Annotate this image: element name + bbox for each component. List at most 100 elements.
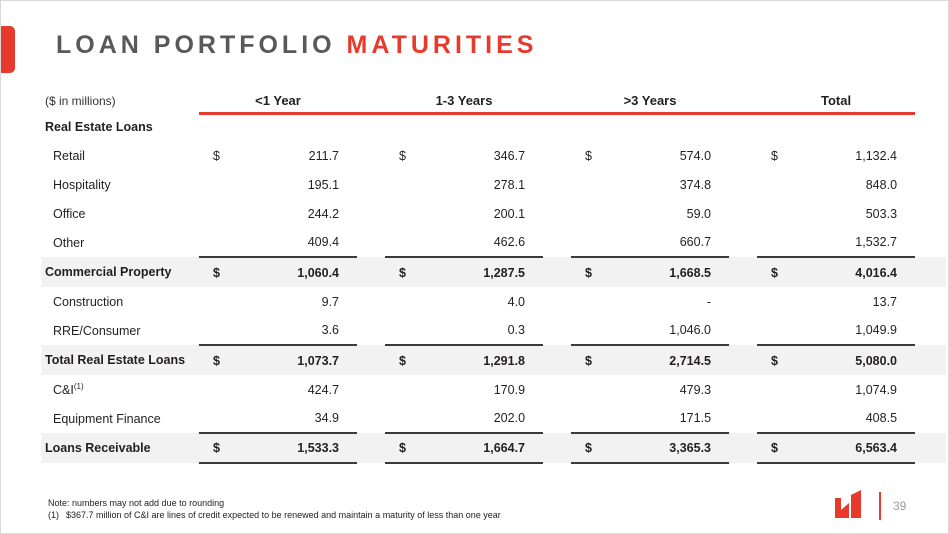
- spacer: [357, 404, 385, 433]
- table-row: Loans Receivable $1,533.3 $1,664.7 $3,365.3…: [41, 432, 947, 464]
- dollar-sign: [199, 375, 229, 404]
- maturities-table-wrap: ($ in millions) <1 Year 1-3 Years >3 Yea…: [41, 89, 947, 464]
- dollar-sign: [571, 316, 601, 345]
- spacer: [915, 141, 946, 170]
- dollar-sign: $: [199, 256, 229, 287]
- cell-value: 462.6: [493, 235, 526, 249]
- cell-value: 34.9: [314, 411, 340, 425]
- page-title: LOAN PORTFOLIO MATURITIES: [56, 31, 537, 60]
- spacer: [915, 433, 947, 463]
- cell-value: 574.0: [679, 148, 712, 163]
- cell-value: 6,563.4: [787, 432, 916, 464]
- spacer: [915, 170, 946, 199]
- spacer: [729, 316, 757, 345]
- company-logo-icon: [835, 490, 861, 518]
- table-row: Hospitality 195.1 278.1 374.8 848.0: [41, 170, 946, 199]
- unit-label: ($ in millions): [45, 94, 116, 108]
- row-label: Hospitality: [53, 177, 111, 192]
- cell-value: 479.3: [679, 382, 712, 397]
- table-header-row: ($ in millions) <1 Year 1-3 Years >3 Yea…: [41, 89, 946, 115]
- cell-value: 1,132.4: [855, 148, 898, 163]
- spacer: [543, 170, 571, 199]
- cell-value: 346.7: [493, 148, 526, 163]
- spacer: [357, 257, 386, 287]
- spacer: [729, 89, 758, 115]
- dollar-sign: [199, 199, 229, 228]
- footnote-1-marker: (1): [48, 509, 59, 520]
- spacer: [543, 375, 571, 404]
- dollar-sign: [199, 287, 229, 316]
- dollar-sign: [199, 316, 229, 345]
- cell-value: 1,664.7: [415, 432, 544, 464]
- spacer: [729, 433, 758, 463]
- dollar-sign: $: [771, 148, 778, 163]
- dollar-sign: [571, 375, 601, 404]
- spacer: [543, 113, 571, 141]
- spacer: [915, 257, 947, 287]
- cell-value: 4.0: [507, 294, 526, 309]
- dollar-sign: [385, 228, 415, 257]
- cell-value: 9.7: [321, 294, 340, 309]
- cell-value: 848.0: [865, 177, 898, 192]
- spacer: [729, 141, 757, 170]
- cell-value: 660.7: [679, 235, 712, 249]
- table-row: Office 244.2 200.1 59.0 503.3: [41, 199, 946, 228]
- dollar-sign: [757, 287, 787, 316]
- row-label: Total Real Estate Loans: [41, 345, 199, 375]
- dollar-sign: [571, 404, 601, 433]
- spacer: [915, 287, 946, 316]
- dollar-sign: [571, 199, 601, 228]
- cell-value: [787, 113, 915, 141]
- cell-value: 278.1: [493, 177, 526, 192]
- dollar-sign: $: [213, 148, 220, 163]
- cell-value: 1,532.7: [855, 235, 898, 249]
- cell-value: 59.0: [686, 206, 712, 221]
- dollar-sign: $: [571, 344, 602, 375]
- footnote-rounding: Note: numbers may not add due to roundin…: [48, 498, 225, 508]
- cell-value: 1,073.7: [229, 344, 358, 375]
- spacer: [357, 228, 385, 257]
- dollar-sign: [199, 404, 229, 433]
- dollar-sign: [571, 113, 601, 141]
- spacer: [915, 199, 946, 228]
- row-label: Real Estate Loans: [45, 120, 153, 134]
- spacer: [729, 257, 758, 287]
- spacer: [543, 228, 571, 257]
- cell-value: 0.3: [507, 323, 526, 337]
- column-header-lt1year: <1 Year: [199, 89, 358, 115]
- accent-tab: [1, 26, 15, 73]
- dollar-sign: [757, 404, 787, 433]
- cell-value: 1,533.3: [229, 432, 358, 464]
- row-label: Other: [53, 235, 85, 250]
- dollar-sign: $: [199, 432, 229, 464]
- dollar-sign: [385, 170, 415, 199]
- spacer: [543, 141, 571, 170]
- cell-value: 202.0: [493, 411, 526, 425]
- spacer: [729, 287, 757, 316]
- cell-value: 4,016.4: [787, 256, 916, 287]
- spacer: [357, 433, 386, 463]
- spacer: [729, 170, 757, 199]
- cell-value: 2,714.5: [601, 344, 730, 375]
- footer-divider: [879, 492, 881, 520]
- dollar-sign: $: [199, 344, 229, 375]
- table-row: Commercial Property $1,060.4 $1,287.5 $1,66…: [41, 256, 947, 287]
- row-label: Office: [53, 206, 86, 221]
- dollar-sign: [385, 199, 415, 228]
- dollar-sign: [385, 316, 415, 345]
- dollar-sign: $: [385, 432, 416, 464]
- spacer: [543, 345, 572, 375]
- cell-value: 374.8: [679, 177, 712, 192]
- spacer: [543, 89, 572, 115]
- cell-value: 409.4: [307, 235, 340, 249]
- cell-value: 1,049.9: [855, 323, 898, 337]
- cell-value: [415, 113, 543, 141]
- cell-value: 211.7: [308, 148, 340, 163]
- spacer: [357, 287, 385, 316]
- page-number: 39: [893, 499, 907, 513]
- dollar-sign: $: [571, 432, 602, 464]
- cell-value: 200.1: [493, 206, 526, 221]
- spacer: [729, 404, 757, 433]
- dollar-sign: $: [757, 432, 788, 464]
